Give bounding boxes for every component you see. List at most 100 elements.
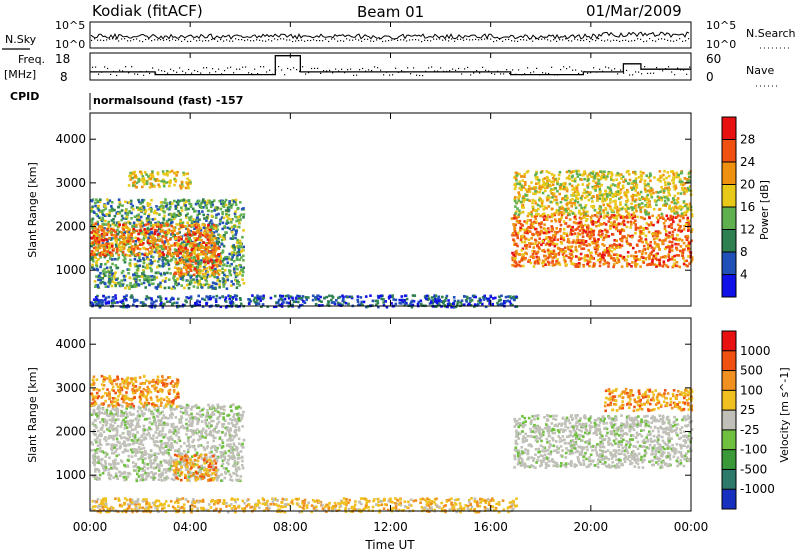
- heatmap-cell: [646, 263, 649, 267]
- nsearch-dot: [202, 40, 204, 42]
- heatmap-cell: [153, 223, 157, 227]
- heatmap-cell: [586, 232, 589, 236]
- heatmap-cell: [434, 294, 438, 298]
- heatmap-cell: [187, 229, 191, 232]
- heatmap-cell: [551, 239, 554, 243]
- heatmap-cell: [589, 228, 593, 231]
- nave-dot: [407, 67, 409, 69]
- heatmap-cell: [477, 300, 480, 303]
- heatmap-cell: [626, 241, 629, 245]
- heatmap-cell: [193, 210, 196, 213]
- heatmap-cell: [179, 213, 182, 217]
- heatmap-cell: [583, 196, 587, 200]
- heatmap-cell: [405, 297, 409, 301]
- heatmap-cell: [648, 257, 651, 261]
- heatmap-cell: [382, 298, 385, 301]
- heatmap-cell: [296, 294, 299, 298]
- heatmap-cell: [614, 202, 617, 206]
- freq-label: Freq.: [18, 53, 45, 66]
- heatmap-cell: [276, 301, 280, 304]
- heatmap-cell: [570, 228, 573, 232]
- heatmap-cell: [598, 185, 602, 189]
- heatmap-cell: [538, 196, 542, 200]
- heatmap-cell: [115, 247, 119, 251]
- heatmap-cell: [603, 259, 606, 262]
- heatmap-cell: [93, 231, 97, 235]
- heatmap-cell: [119, 245, 123, 249]
- heatmap-cell: [170, 224, 173, 228]
- heatmap-cell: [181, 276, 184, 280]
- heatmap-cell: [127, 233, 130, 236]
- heatmap-cell: [622, 255, 626, 259]
- heatmap-cell: [297, 300, 300, 304]
- heatmap-cell: [315, 295, 319, 299]
- heatmap-cell: [644, 204, 647, 207]
- heatmap-cell: [558, 263, 562, 266]
- heatmap-cell: [124, 211, 127, 215]
- heatmap-cell: [202, 226, 206, 229]
- heatmap-cell: [221, 235, 225, 239]
- heatmap-cell: [132, 303, 135, 307]
- heatmap-cell: [230, 253, 234, 256]
- heatmap-cell: [111, 274, 114, 277]
- heatmap-cell: [444, 296, 448, 300]
- heatmap-cell: [677, 229, 680, 232]
- heatmap-cell: [175, 213, 179, 217]
- heatmap-cell: [218, 222, 222, 226]
- nsearch-dot: [193, 38, 195, 40]
- heatmap-cell: [163, 210, 166, 214]
- heatmap-cell: [147, 232, 151, 236]
- heatmap-cell: [518, 194, 521, 198]
- heatmap-cell: [574, 206, 578, 210]
- nsearch-dot: [97, 39, 99, 41]
- heatmap-cell: [181, 225, 185, 228]
- nsearch-dot: [625, 39, 627, 41]
- heatmap-cell: [177, 250, 181, 253]
- heatmap-cell: [578, 265, 581, 268]
- heatmap-cell: [636, 215, 639, 219]
- heatmap-cell: [629, 186, 633, 189]
- heatmap-cell: [589, 216, 593, 219]
- heatmap-cell: [191, 207, 195, 211]
- heatmap-cell: [148, 283, 151, 287]
- heatmap-cell: [164, 205, 168, 208]
- nave-dot: [140, 71, 142, 73]
- heatmap-cell: [151, 218, 155, 221]
- heatmap-cell: [632, 186, 636, 190]
- heatmap-cell: [603, 228, 607, 232]
- heatmap-cell: [152, 300, 156, 304]
- heatmap-cell: [598, 211, 601, 214]
- heatmap-cell: [211, 238, 214, 242]
- heatmap-cell: [127, 201, 131, 204]
- heatmap-cell: [198, 303, 201, 307]
- heatmap-cell: [540, 230, 544, 234]
- nsearch-dot: [292, 41, 294, 43]
- heatmap-cell: [481, 302, 484, 306]
- heatmap-cell: [514, 223, 517, 227]
- heatmap-cell: [233, 212, 237, 215]
- heatmap-cell: [179, 245, 182, 248]
- heatmap-cell: [550, 188, 553, 191]
- heatmap-cell: [667, 255, 671, 259]
- heatmap-cell: [98, 200, 102, 204]
- heatmap-cell: [295, 297, 298, 300]
- nsearch-dot: [268, 39, 270, 41]
- nave-dot: [122, 70, 124, 72]
- nsearch-dot: [490, 38, 492, 40]
- heatmap-cell: [104, 285, 108, 288]
- heatmap-cell: [637, 226, 640, 230]
- heatmap-cell: [154, 271, 158, 275]
- heatmap-cell: [593, 174, 597, 178]
- heatmap-cell: [150, 268, 153, 272]
- heatmap-cell: [90, 199, 94, 203]
- heatmap-cell: [134, 271, 137, 275]
- heatmap-cell: [139, 240, 143, 243]
- heatmap-cell: [618, 197, 621, 201]
- heatmap-cell: [633, 205, 637, 208]
- heatmap-cell: [513, 230, 517, 233]
- heatmap-cell: [514, 265, 518, 268]
- heatmap-cell: [673, 188, 677, 191]
- heatmap-cell: [641, 195, 644, 199]
- heatmap-cell: [194, 303, 198, 306]
- heatmap-cell: [606, 211, 609, 215]
